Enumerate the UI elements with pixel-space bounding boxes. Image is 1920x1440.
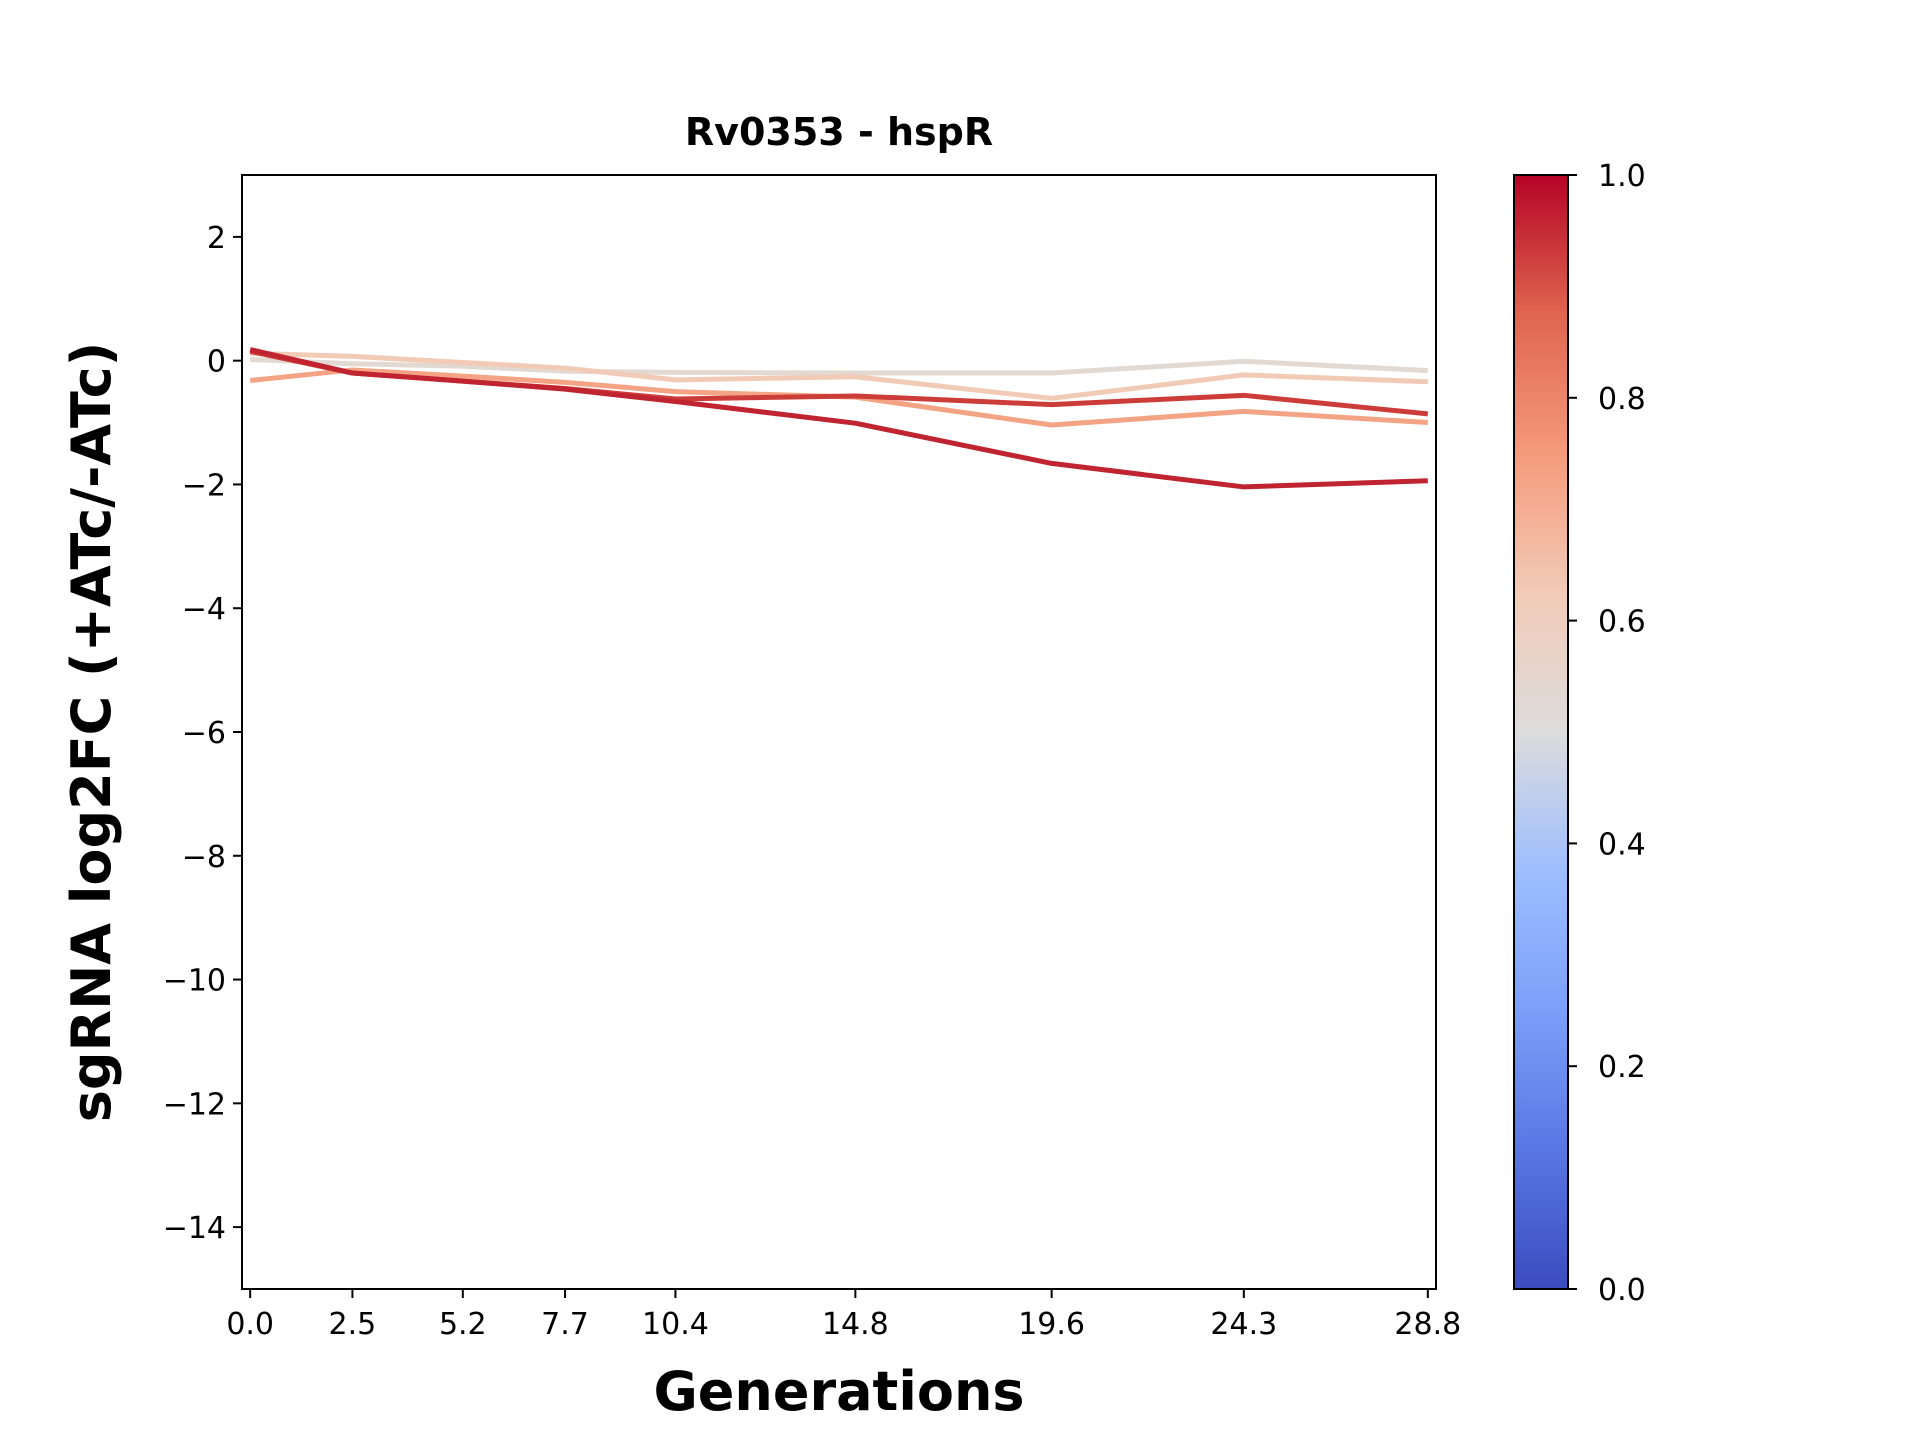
y-tick-label: 2 bbox=[207, 221, 226, 256]
y-tick-label: −6 bbox=[182, 716, 226, 751]
colorbar-tick-label: 1.0 bbox=[1598, 159, 1646, 194]
x-tick-label: 28.8 bbox=[1394, 1307, 1461, 1342]
x-tick-label: 2.5 bbox=[329, 1307, 377, 1342]
y-tick-label: −8 bbox=[182, 840, 226, 875]
x-axis: 0.0 2.5 5.2 7.7 10.4 14.8 19.6 24.3 28.8 bbox=[226, 1289, 1461, 1342]
x-axis-label: Generations bbox=[653, 1360, 1024, 1423]
y-tick-label: −14 bbox=[163, 1211, 226, 1246]
x-tick-label: 24.3 bbox=[1210, 1307, 1277, 1342]
y-axis-label: sgRNA log2FC (+ATc/-ATc) bbox=[60, 342, 123, 1123]
x-tick-label: 5.2 bbox=[439, 1307, 487, 1342]
plot-frame bbox=[241, 174, 1437, 1290]
x-tick-label: 10.4 bbox=[642, 1307, 709, 1342]
x-tick-label: 7.7 bbox=[541, 1307, 589, 1342]
y-tick-label: 0 bbox=[207, 345, 226, 380]
series-line-4 bbox=[249, 347, 1428, 490]
colorbar-tick-label: 0.0 bbox=[1598, 1273, 1646, 1308]
y-tick-label: −2 bbox=[182, 468, 226, 503]
y-tick-label: −4 bbox=[182, 592, 226, 627]
colorbar-tick-label: 0.4 bbox=[1598, 827, 1646, 862]
series-line-1 bbox=[250, 350, 1428, 401]
y-tick-label: −10 bbox=[163, 964, 226, 999]
colorbar-ticks: 0.0 0.2 0.4 0.6 0.8 1.0 bbox=[1568, 159, 1646, 1308]
x-tick-label: 0.0 bbox=[226, 1307, 274, 1342]
colorbar bbox=[1513, 174, 1569, 1290]
x-tick-label: 19.6 bbox=[1018, 1307, 1085, 1342]
y-axis: 2 0 −2 −4 −6 −8 −10 −12 −14 bbox=[163, 221, 242, 1246]
x-tick-label: 14.8 bbox=[822, 1307, 889, 1342]
series-lines bbox=[249, 347, 1429, 490]
colorbar-tick-label: 0.8 bbox=[1598, 382, 1646, 417]
chart-title: Rv0353 - hspR bbox=[685, 110, 993, 154]
colorbar-tick-label: 0.6 bbox=[1598, 605, 1646, 640]
colorbar-tick-label: 0.2 bbox=[1598, 1050, 1646, 1085]
y-tick-label: −12 bbox=[163, 1087, 226, 1122]
series-line-2 bbox=[249, 367, 1428, 428]
series-line-0 bbox=[250, 356, 1428, 376]
